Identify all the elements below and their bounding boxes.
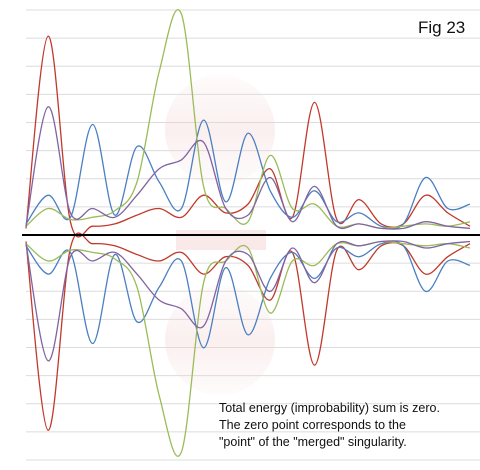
caption: Total energy (improbability) sum is zero…: [219, 400, 480, 451]
series-purple-upper-line: [25, 106, 471, 230]
series-lines: [25, 9, 471, 457]
caption-line-2: The zero point corresponds to the: [219, 418, 406, 432]
caption-line-3: "point" of the "merged" singularity.: [219, 435, 407, 449]
series-red-upper-line: [25, 35, 471, 238]
figure-label: Fig 23: [418, 18, 466, 37]
series-purple-lower-line: [25, 240, 471, 362]
caption-line-1: Total energy (improbability) sum is zero…: [219, 401, 440, 415]
series-red-lower-line: [25, 232, 471, 431]
